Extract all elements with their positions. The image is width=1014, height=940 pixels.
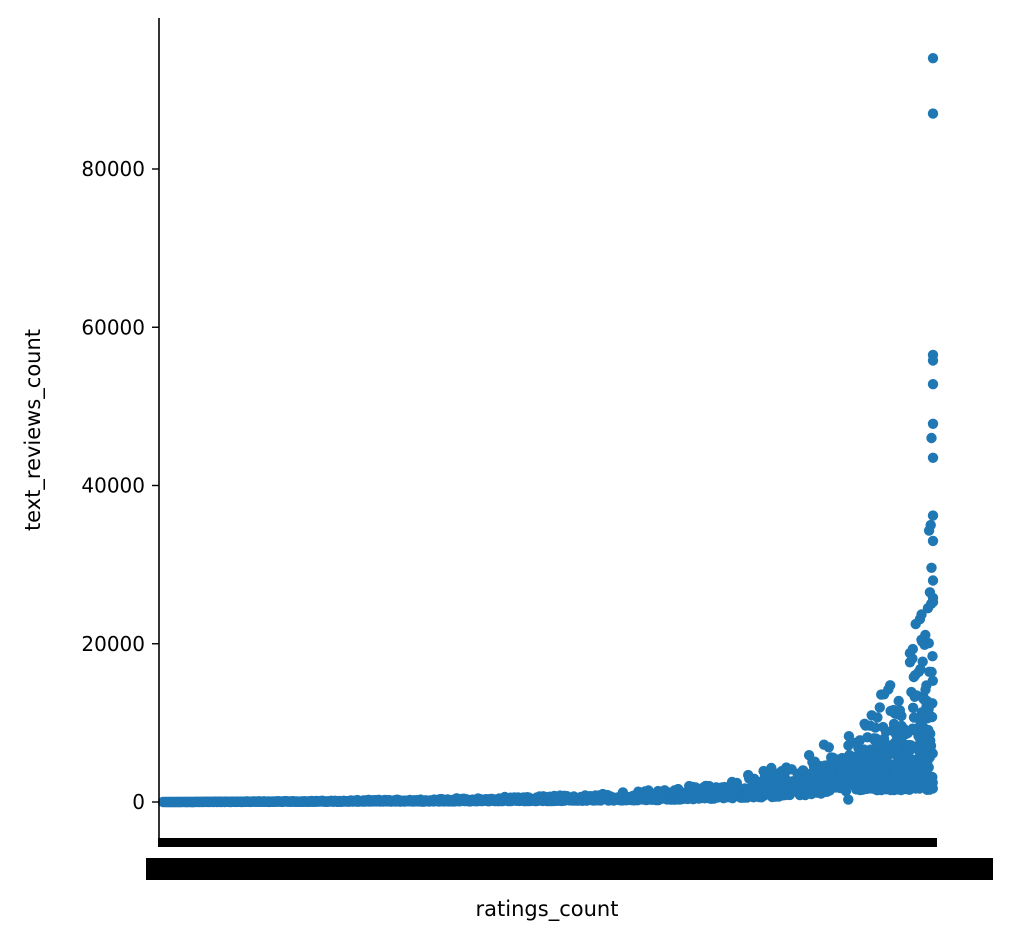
scatter-point bbox=[852, 761, 864, 773]
scatter-point bbox=[916, 634, 927, 645]
scatter-point bbox=[914, 614, 926, 625]
scatter-point bbox=[913, 760, 925, 771]
scatter-point bbox=[927, 108, 939, 119]
scatter-point bbox=[901, 780, 913, 791]
scatter-point bbox=[870, 722, 881, 733]
scatter-point bbox=[927, 510, 939, 521]
scatter-point bbox=[894, 706, 905, 717]
scatter-point bbox=[925, 740, 937, 751]
scatter-point bbox=[927, 651, 938, 662]
y-axis-ticks: 0 20000 40000 60000 80000 bbox=[81, 157, 159, 814]
scatter-point bbox=[885, 680, 896, 691]
y-tick-label: 0 bbox=[132, 790, 145, 814]
scatter-points bbox=[157, 53, 939, 808]
scatter-point bbox=[927, 748, 938, 759]
scatter-point bbox=[878, 733, 890, 744]
scatter-point bbox=[922, 756, 933, 768]
scatter-point bbox=[927, 575, 939, 586]
scatter-point bbox=[927, 53, 939, 64]
scatter-point bbox=[925, 728, 936, 739]
scatter-point bbox=[885, 705, 896, 717]
y-tick-label: 20000 bbox=[81, 632, 145, 656]
x-axis-tick-band bbox=[158, 838, 937, 847]
scatter-point bbox=[927, 592, 939, 604]
scatter-point bbox=[743, 769, 754, 781]
scatter-point bbox=[927, 452, 939, 463]
scatter-point bbox=[843, 731, 855, 742]
scatter-point bbox=[891, 720, 902, 732]
scatter-point bbox=[758, 765, 769, 777]
scatter-point bbox=[927, 379, 939, 390]
y-axis-label: text_reviews_count bbox=[21, 329, 46, 531]
scatter-point bbox=[827, 752, 839, 763]
y-tick-label: 60000 bbox=[81, 315, 145, 339]
scatter-point bbox=[927, 698, 938, 709]
y-tick-label: 40000 bbox=[81, 474, 145, 498]
scatter-point bbox=[927, 535, 939, 547]
scatter-point bbox=[823, 742, 834, 753]
scatter-point bbox=[927, 355, 939, 366]
y-tick-label: 80000 bbox=[81, 157, 145, 181]
scatter-point bbox=[914, 714, 925, 726]
scatter-point bbox=[889, 766, 900, 777]
scatter-point bbox=[907, 702, 919, 713]
scatter-point bbox=[923, 525, 935, 536]
scatter-point bbox=[927, 418, 939, 429]
scatter-point bbox=[917, 656, 928, 667]
scatter-point bbox=[904, 746, 915, 757]
scatter-point bbox=[927, 675, 938, 686]
scatter-point bbox=[907, 723, 918, 734]
scatter-point bbox=[875, 783, 886, 795]
scatter-point bbox=[926, 666, 937, 678]
scatter-point bbox=[904, 648, 916, 659]
scatter-point bbox=[820, 760, 831, 771]
scatter-point bbox=[874, 702, 885, 713]
scatter-point bbox=[918, 737, 929, 748]
scatter-point bbox=[926, 562, 937, 573]
scatter-point bbox=[850, 737, 862, 748]
scatter-point bbox=[889, 780, 900, 791]
scatter-point bbox=[896, 729, 907, 740]
scatter-point bbox=[859, 781, 871, 792]
x-axis-label: ratings_count bbox=[476, 897, 619, 922]
scatter-point bbox=[913, 745, 924, 756]
scatter-point bbox=[877, 768, 889, 779]
scatter-point bbox=[902, 767, 914, 779]
scatter-point bbox=[926, 432, 937, 444]
scatter-point bbox=[893, 695, 904, 707]
scatter-point bbox=[891, 744, 902, 755]
scatter-point bbox=[872, 712, 883, 723]
x-axis-tick-labels-band bbox=[146, 858, 993, 880]
scatter-point bbox=[908, 671, 919, 683]
scatter-point bbox=[843, 794, 854, 805]
scatter-point bbox=[920, 774, 931, 785]
